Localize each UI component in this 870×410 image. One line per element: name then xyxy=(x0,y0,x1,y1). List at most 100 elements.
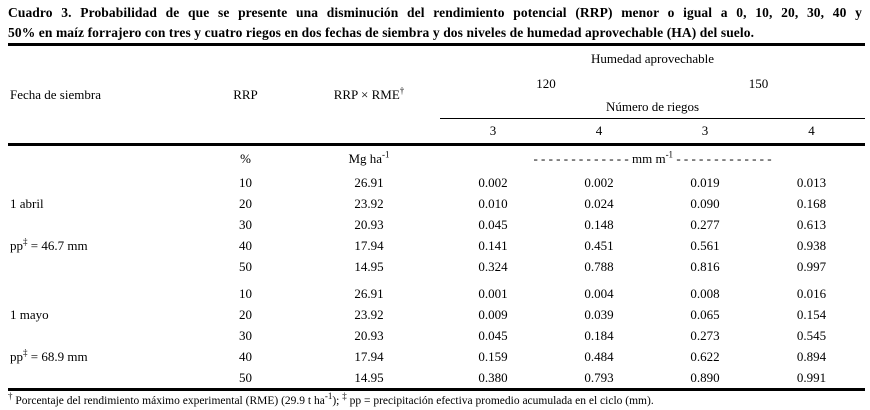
cell-prob-3: 0.938 xyxy=(796,237,827,253)
cell-prob-0: 0.159 xyxy=(478,348,508,364)
cell-rrp: 50 xyxy=(193,367,298,391)
text-segment: pp xyxy=(10,237,23,253)
table-row: 10 26.91 0.002 0.002 0.019 0.013 xyxy=(8,172,865,193)
cell-prob-3: 0.154 xyxy=(796,306,827,322)
cell-prob-1: 0.004 xyxy=(584,285,614,301)
cell-prob-0: 0.141 xyxy=(478,237,508,253)
cell-prob-1: 0.024 xyxy=(584,195,614,211)
table-row: 30 20.93 0.045 0.184 0.273 0.545 xyxy=(8,325,865,346)
row-label-cell xyxy=(8,325,193,346)
caption-line-1: Cuadro 3. Probabilidad de que se present… xyxy=(8,5,862,20)
header-numero-de-riegos: Número de riegos xyxy=(440,96,866,119)
cell-rrp: 10 xyxy=(239,174,252,190)
cell-rrp-rme: 14.95 xyxy=(354,258,384,274)
footnote: † Porcentaje del rendimiento máximo expe… xyxy=(8,391,862,408)
cell-prob-0: 0.002 xyxy=(478,174,508,190)
text-segment: RRP × RME xyxy=(333,87,400,103)
cell-prob-1: 0.788 xyxy=(584,258,614,274)
cell-prob-0: 0.045 xyxy=(478,216,508,232)
table-body: % Mg ha-1 - - - - - - - - - - - - - mm m… xyxy=(8,145,866,391)
cell-prob-1: 0.002 xyxy=(584,174,614,190)
cell-prob-1: 0.184 xyxy=(584,327,614,343)
cell-rrp: 30 xyxy=(239,327,252,343)
cell-prob-3: 0.991 xyxy=(758,367,866,391)
cell-prob-2: 0.277 xyxy=(690,216,720,232)
cell-prob-1: 0.793 xyxy=(546,367,652,391)
cell-prob-2: 0.816 xyxy=(690,258,720,274)
cell-rrp: 30 xyxy=(239,216,252,232)
header-spacer xyxy=(8,45,440,73)
superscript: ‡ xyxy=(342,391,347,402)
text-segment: = 68.9 mm xyxy=(27,348,88,364)
table-row: 10 26.91 0.001 0.004 0.008 0.016 xyxy=(8,283,865,304)
cell-prob-1: 0.148 xyxy=(584,216,614,232)
header-riegos-120-3: 3 xyxy=(440,118,546,146)
superscript: ‡ xyxy=(23,347,28,358)
row-label-cell xyxy=(8,256,193,277)
unit-mm-m: - - - - - - - - - - - - - mm m-1 - - - -… xyxy=(440,145,865,173)
header-riegos-120-4: 4 xyxy=(546,118,652,146)
text-segment: pp = precipitación efectiva promedio acu… xyxy=(346,395,654,407)
text-segment: pp xyxy=(10,348,23,364)
cell-rrp-rme: 23.92 xyxy=(354,195,384,211)
superscript: † xyxy=(8,391,13,402)
cell-prob-2: 0.622 xyxy=(690,348,720,364)
cell-prob-3: 0.997 xyxy=(796,258,827,274)
cell-rrp: 20 xyxy=(239,195,252,211)
text-segment: 1 abril xyxy=(10,195,44,211)
table-row: pp‡ = 46.7 mm 40 17.94 0.141 0.451 0.561 0.938 xyxy=(8,235,865,256)
cell-prob-3: 0.013 xyxy=(796,174,827,190)
unit-rrp-percent: % xyxy=(240,151,251,166)
caption-line-2: 50% en maíz forrajero con tres y cuatro … xyxy=(8,25,755,40)
cell-prob-2: 0.561 xyxy=(690,237,720,253)
cell-prob-2: 0.019 xyxy=(690,174,720,190)
cell-rrp-rme: 26.91 xyxy=(354,174,384,190)
cell-rrp-rme: 26.91 xyxy=(354,285,384,301)
table-row: 50 14.95 0.380 0.793 0.890 0.991 xyxy=(8,367,866,391)
table-row: 50 14.95 0.324 0.788 0.816 0.997 xyxy=(8,256,865,277)
cell-prob-3: 0.168 xyxy=(796,195,827,211)
table-row: 1 mayo 20 23.92 0.009 0.039 0.065 0.154 xyxy=(8,304,865,325)
cell-prob-1: 0.451 xyxy=(584,237,614,253)
text-segment: Porcentaje del rendimiento máximo experi… xyxy=(12,395,325,407)
row-label-cell xyxy=(8,172,193,193)
header-ha-150: 150 xyxy=(748,76,769,91)
cell-rrp-rme: 23.92 xyxy=(354,306,384,322)
table-row: 1 abril 20 23.92 0.010 0.024 0.090 0.168 xyxy=(8,193,865,214)
header-riegos-150-4: 4 xyxy=(758,118,866,146)
superscript: ‡ xyxy=(23,236,28,247)
cell-rrp: 20 xyxy=(239,306,252,322)
text-segment: ); xyxy=(332,395,343,407)
header-spacer xyxy=(8,118,440,146)
cell-prob-2: 0.273 xyxy=(690,327,720,343)
header-ha-120: 120 xyxy=(536,76,556,91)
table-row: pp‡ = 68.9 mm 40 17.94 0.159 0.484 0.622 0.894 xyxy=(8,346,865,367)
header-row-riegos-counts: 3 4 3 4 xyxy=(8,118,866,146)
cell-rrp-rme: 20.93 xyxy=(354,327,384,343)
cell-prob-0: 0.045 xyxy=(478,327,508,343)
superscript: -1 xyxy=(382,149,390,160)
cell-prob-3: 0.894 xyxy=(796,348,827,364)
cell-rrp: 40 xyxy=(239,237,252,253)
row-label-cell: pp‡ = 46.7 mm xyxy=(8,235,193,256)
units-spacer xyxy=(8,145,193,173)
row-label-cell xyxy=(8,367,193,391)
header-rrp-rme: RRP × RME† xyxy=(298,72,440,119)
header-row-main: Fecha de siembra RRP RRP × RME† 120 150 xyxy=(8,72,865,102)
text-segment: - - - - - - - - - - - - - mm m xyxy=(533,151,666,166)
units-row: % Mg ha-1 - - - - - - - - - - - - - mm m… xyxy=(8,145,865,173)
cell-rrp-rme: 17.94 xyxy=(354,348,384,364)
cell-prob-1: 0.039 xyxy=(584,306,614,322)
cell-prob-2: 0.008 xyxy=(690,285,720,301)
cell-prob-3: 0.016 xyxy=(796,285,827,301)
table-header: Humedad aprovechable Fecha de siembra RR… xyxy=(8,45,866,146)
text-segment: - - - - - - - - - - - - - xyxy=(673,151,772,166)
cell-rrp-rme: 17.94 xyxy=(354,237,384,253)
text-segment: 1 mayo xyxy=(10,306,49,322)
cell-rrp-rme: 14.95 xyxy=(298,367,440,391)
cell-prob-3: 0.545 xyxy=(796,327,827,343)
header-humedad-aprovechable: Humedad aprovechable xyxy=(590,51,715,66)
header-riegos-150-3: 3 xyxy=(652,118,758,146)
text-segment: Mg ha xyxy=(348,151,383,166)
cell-rrp: 50 xyxy=(239,258,252,274)
